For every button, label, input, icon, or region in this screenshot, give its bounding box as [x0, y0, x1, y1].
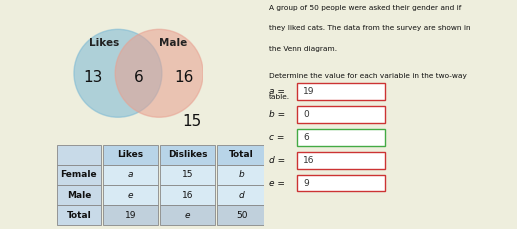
Text: e =: e =: [269, 179, 285, 188]
Text: Likes: Likes: [117, 150, 144, 159]
Text: Total: Total: [230, 150, 254, 159]
Text: d =: d =: [269, 156, 285, 165]
Text: Female: Female: [60, 170, 97, 180]
Text: 15: 15: [183, 114, 202, 129]
Text: 9: 9: [303, 179, 309, 188]
Text: 0: 0: [303, 110, 309, 119]
Text: table.: table.: [269, 94, 290, 100]
Bar: [297, 152, 385, 169]
Text: 6: 6: [303, 133, 309, 142]
Text: A group of 50 people were asked their gender and if: A group of 50 people were asked their ge…: [269, 5, 461, 11]
Bar: [57, 165, 101, 185]
Text: Determine the value for each variable in the two-way: Determine the value for each variable in…: [269, 73, 467, 79]
Text: Male: Male: [67, 191, 91, 200]
Text: Dislikes: Dislikes: [168, 150, 207, 159]
Bar: [57, 185, 101, 205]
Text: 19: 19: [303, 87, 314, 96]
Text: Male: Male: [159, 38, 187, 48]
Bar: [160, 205, 215, 225]
Text: 16: 16: [174, 70, 193, 85]
Text: b =: b =: [269, 110, 285, 119]
Bar: [103, 205, 158, 225]
Text: a =: a =: [269, 87, 285, 96]
Bar: [297, 106, 385, 123]
Bar: [103, 165, 158, 185]
Text: 16: 16: [181, 191, 193, 200]
Text: 6: 6: [134, 70, 143, 85]
Text: the Venn diagram.: the Venn diagram.: [269, 46, 337, 52]
Text: b: b: [239, 170, 245, 180]
Text: e: e: [185, 211, 190, 220]
Text: 15: 15: [181, 170, 193, 180]
Circle shape: [115, 29, 203, 117]
Text: a: a: [128, 170, 133, 180]
Bar: [297, 129, 385, 146]
Bar: [217, 145, 266, 165]
Bar: [160, 145, 215, 165]
Bar: [57, 145, 101, 165]
Bar: [297, 175, 385, 191]
Circle shape: [74, 29, 162, 117]
Bar: [103, 185, 158, 205]
Bar: [217, 185, 266, 205]
Text: Total: Total: [67, 211, 91, 220]
Text: c =: c =: [269, 133, 284, 142]
Text: they liked cats. The data from the survey are shown in: they liked cats. The data from the surve…: [269, 25, 470, 31]
Text: e: e: [128, 191, 133, 200]
Bar: [217, 205, 266, 225]
Bar: [297, 83, 385, 100]
Bar: [217, 165, 266, 185]
Text: 19: 19: [125, 211, 136, 220]
Text: 16: 16: [303, 156, 314, 165]
Text: d: d: [239, 191, 245, 200]
Text: 50: 50: [236, 211, 248, 220]
Text: 13: 13: [84, 70, 103, 85]
Bar: [160, 185, 215, 205]
Bar: [103, 145, 158, 165]
Bar: [57, 205, 101, 225]
Text: Likes: Likes: [89, 38, 119, 48]
Bar: [160, 165, 215, 185]
